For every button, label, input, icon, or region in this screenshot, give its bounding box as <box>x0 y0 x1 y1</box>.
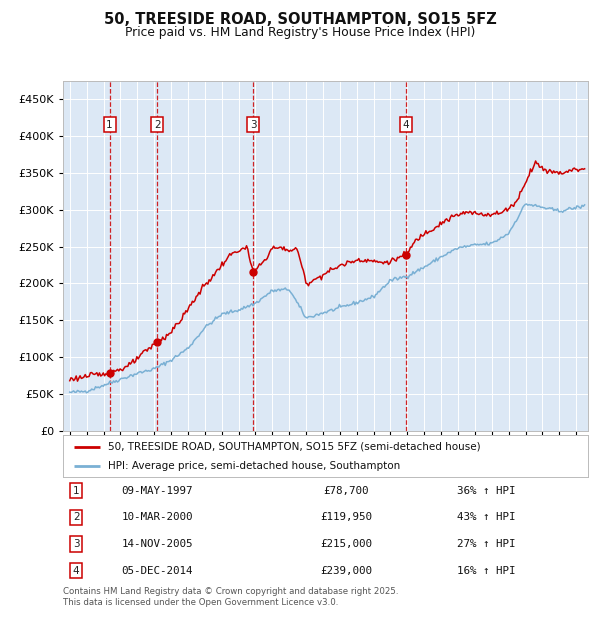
Text: 05-DEC-2014: 05-DEC-2014 <box>122 565 193 576</box>
Text: 50, TREESIDE ROAD, SOUTHAMPTON, SO15 5FZ: 50, TREESIDE ROAD, SOUTHAMPTON, SO15 5FZ <box>104 12 496 27</box>
Text: Contains HM Land Registry data © Crown copyright and database right 2025.: Contains HM Land Registry data © Crown c… <box>63 587 398 596</box>
Text: This data is licensed under the Open Government Licence v3.0.: This data is licensed under the Open Gov… <box>63 598 338 607</box>
Text: £215,000: £215,000 <box>320 539 373 549</box>
Text: 3: 3 <box>250 120 257 130</box>
Text: 4: 4 <box>73 565 79 576</box>
Text: Price paid vs. HM Land Registry's House Price Index (HPI): Price paid vs. HM Land Registry's House … <box>125 26 475 39</box>
Text: 10-MAR-2000: 10-MAR-2000 <box>122 512 193 523</box>
Text: 1: 1 <box>73 485 79 496</box>
Text: 50, TREESIDE ROAD, SOUTHAMPTON, SO15 5FZ (semi-detached house): 50, TREESIDE ROAD, SOUTHAMPTON, SO15 5FZ… <box>107 441 480 451</box>
Text: 16% ↑ HPI: 16% ↑ HPI <box>457 565 515 576</box>
Text: 36% ↑ HPI: 36% ↑ HPI <box>457 485 515 496</box>
Text: 2: 2 <box>154 120 161 130</box>
Text: 1: 1 <box>106 120 113 130</box>
Text: 27% ↑ HPI: 27% ↑ HPI <box>457 539 515 549</box>
Text: HPI: Average price, semi-detached house, Southampton: HPI: Average price, semi-detached house,… <box>107 461 400 471</box>
Text: £119,950: £119,950 <box>320 512 373 523</box>
Text: 09-MAY-1997: 09-MAY-1997 <box>122 485 193 496</box>
Text: 43% ↑ HPI: 43% ↑ HPI <box>457 512 515 523</box>
Text: 4: 4 <box>403 120 409 130</box>
Text: £78,700: £78,700 <box>324 485 369 496</box>
Text: 14-NOV-2005: 14-NOV-2005 <box>122 539 193 549</box>
Text: £239,000: £239,000 <box>320 565 373 576</box>
Text: 2: 2 <box>73 512 79 523</box>
Text: 3: 3 <box>73 539 79 549</box>
